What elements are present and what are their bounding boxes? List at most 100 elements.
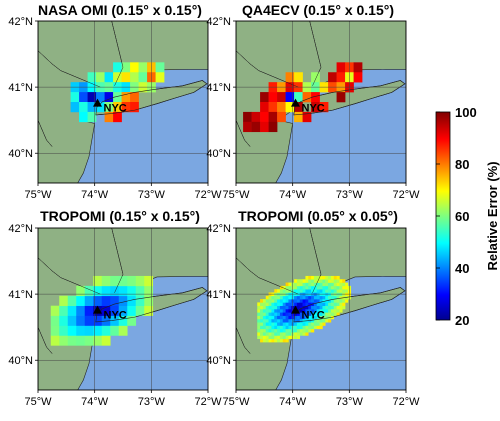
error-cell [330,305,335,310]
error-cell [305,328,309,333]
error-cell [282,328,286,333]
error-cell [288,299,292,303]
error-cell [260,302,264,306]
error-cell [316,305,320,310]
error-cell [308,295,312,300]
lon-tick-label: 72°W [392,396,420,408]
error-cell [294,282,298,287]
error-cell [328,309,332,313]
error-cell [316,302,320,306]
error-cell [277,335,281,340]
error-cell [260,309,264,313]
error-cell [282,302,286,306]
error-cell [313,305,318,310]
error-cell [279,332,284,336]
error-cell [302,282,306,287]
error-cell [262,318,267,323]
error-cell [101,295,111,306]
error-cell [311,279,315,283]
error-cell [268,309,272,313]
error-cell [305,275,309,280]
lon-tick-label: 74°W [279,396,307,408]
error-cell [313,282,318,287]
error-cell [282,299,286,303]
error-cell [127,305,137,316]
error-cell [339,302,343,306]
error-cell [325,318,329,323]
error-cell [274,299,278,303]
error-cell [274,332,278,336]
error-cell [274,302,278,306]
error-cell [353,62,363,73]
error-cell [285,305,289,310]
error-cell [70,92,80,103]
error-cell [319,302,323,306]
error-cell [328,289,332,293]
error-cell [144,295,154,306]
error-cell [274,295,278,300]
error-cell [336,72,346,83]
error-cell [302,312,306,316]
error-cell [257,312,261,316]
error-cell [87,111,97,123]
error-cell [305,325,309,330]
error-cell [325,279,329,283]
map-frame [235,227,407,391]
error-cell [308,328,312,333]
error-cell [285,332,289,336]
error-cell [302,111,312,123]
error-cell [257,302,261,306]
error-cell [110,275,120,287]
error-cell [339,299,343,303]
error-cell [294,92,303,103]
error-cell [305,309,309,313]
error-cell [268,328,272,333]
error-cell [282,322,286,326]
state-boundary [38,50,101,88]
error-cell [144,275,154,287]
error-cell [296,289,301,293]
error-cell [311,289,315,293]
error-cell [288,289,292,293]
error-cell [294,295,298,300]
error-cell [84,285,94,297]
error-cell [308,275,312,280]
error-cell [296,312,301,316]
lat-tick-label: 41°N [206,289,231,301]
error-cell [322,322,326,326]
error-cell [322,305,326,310]
error-cell [296,279,301,283]
error-cell [277,289,281,293]
error-cell [288,309,292,313]
error-cell [342,302,346,306]
error-cell [302,295,306,300]
error-cell [271,318,275,323]
error-cell [336,275,340,280]
error-cell [345,289,349,293]
error-cell [265,328,269,333]
state-boundary [236,120,251,147]
lon-tick-label: 73°W [336,189,364,201]
error-cell [302,309,306,313]
error-cell [279,325,284,330]
error-cell [277,325,281,330]
error-cell [76,305,86,316]
error-cell [110,325,120,336]
lat-tick-label: 41°N [206,82,231,94]
error-cell [339,295,343,300]
error-cell [308,282,312,287]
error-cell [316,325,320,330]
error-cell [271,328,275,333]
error-cell [299,282,303,287]
error-cell [313,279,318,283]
error-cell [271,299,275,303]
error-cell [294,289,298,293]
error-cell [294,325,298,330]
error-cell [274,322,278,326]
error-cell [50,325,60,336]
error-cell [305,279,309,283]
error-cell [288,315,292,320]
error-cell [322,302,326,306]
error-cell [296,322,301,326]
